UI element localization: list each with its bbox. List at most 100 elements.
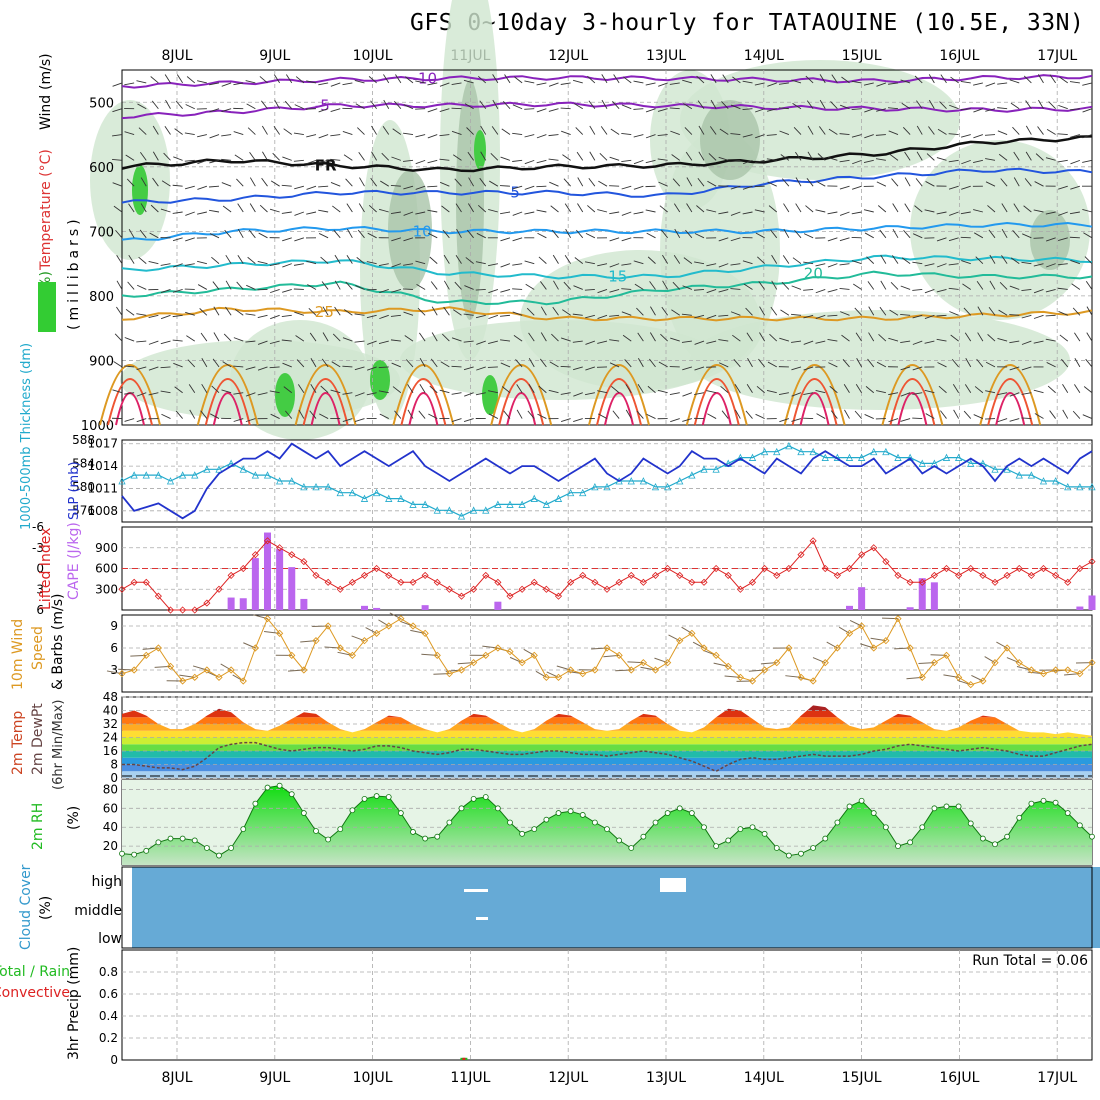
wind-barb bbox=[1071, 283, 1081, 290]
wind-barb bbox=[633, 211, 644, 215]
wind-barb bbox=[576, 151, 584, 161]
cloud-unit-label: (%) bbox=[38, 896, 54, 920]
wind-barb bbox=[451, 392, 462, 395]
wind-speed-point bbox=[651, 666, 660, 674]
wind-barb bbox=[114, 333, 123, 342]
wind-barb bbox=[1045, 338, 1056, 342]
wind-barb bbox=[730, 159, 741, 163]
wind-barb bbox=[719, 128, 729, 135]
li-point bbox=[870, 544, 878, 552]
wind-barb bbox=[673, 255, 681, 264]
wind-barb bbox=[948, 185, 959, 190]
wind-barb bbox=[453, 309, 462, 316]
wind-barb bbox=[285, 74, 293, 84]
wind-barb bbox=[936, 157, 947, 161]
wind-barb bbox=[633, 185, 644, 190]
wind-barb bbox=[427, 108, 438, 113]
wind-barb bbox=[185, 211, 195, 216]
li-point bbox=[1039, 564, 1048, 573]
li-point bbox=[688, 578, 696, 586]
rh-point bbox=[143, 847, 150, 854]
wind-barb bbox=[657, 134, 668, 136]
dewpt-ylabel: 2m DewPt bbox=[30, 703, 46, 775]
wind-barb bbox=[782, 255, 790, 264]
wind-barb bbox=[136, 313, 147, 316]
surface-temp-contour bbox=[498, 378, 545, 426]
wind-barb bbox=[536, 209, 547, 213]
wind-barb bbox=[1070, 134, 1080, 138]
wind-barb bbox=[573, 366, 583, 371]
li-point bbox=[967, 564, 975, 573]
wind-barb bbox=[876, 390, 886, 394]
wind-barb bbox=[1058, 310, 1068, 316]
wind-barb bbox=[136, 392, 147, 397]
wind-barb bbox=[245, 340, 256, 343]
wind-barb bbox=[281, 211, 292, 214]
li-point bbox=[1064, 578, 1072, 586]
wind-barb bbox=[112, 182, 123, 187]
wind-barb bbox=[257, 261, 268, 265]
thickness-point bbox=[773, 447, 781, 456]
wind-barb bbox=[222, 205, 232, 213]
wind-barb bbox=[876, 361, 887, 368]
wind-barb bbox=[173, 263, 183, 268]
surface-temp-contour bbox=[693, 378, 740, 426]
wind-barb bbox=[720, 385, 729, 394]
wind-barb bbox=[489, 180, 499, 187]
wind-barb bbox=[988, 306, 996, 316]
wind-barb bbox=[175, 410, 183, 419]
li-point bbox=[833, 571, 841, 579]
wind-barb bbox=[889, 309, 899, 316]
wind-speed-point bbox=[760, 666, 769, 674]
temp-band bbox=[122, 771, 1092, 778]
wind-barb bbox=[855, 384, 863, 393]
wind-speed-point bbox=[1076, 670, 1084, 678]
wind-barb bbox=[310, 358, 317, 368]
wind-barb bbox=[694, 366, 705, 371]
wind-barb bbox=[840, 104, 850, 110]
li-tick-label: 3 bbox=[36, 582, 44, 596]
wind-barb bbox=[128, 254, 135, 264]
wind-barb bbox=[900, 366, 911, 371]
wind-barb bbox=[1021, 289, 1032, 291]
thickness-point bbox=[906, 453, 914, 461]
wind-barb bbox=[682, 285, 693, 290]
wind-barb bbox=[815, 289, 826, 294]
rh-point bbox=[822, 835, 829, 842]
li-point bbox=[312, 571, 320, 579]
wind-barb bbox=[407, 384, 414, 393]
temp-tick-label: 8 bbox=[110, 758, 118, 772]
minmax-axis-label: (6hr Min/Max) bbox=[51, 700, 66, 790]
wind-speed-point bbox=[227, 666, 235, 674]
rh-shading bbox=[120, 340, 400, 420]
wind-barb bbox=[657, 108, 668, 112]
wind-barb bbox=[1013, 203, 1020, 213]
wind-barb bbox=[867, 358, 875, 368]
wind-barb bbox=[706, 314, 717, 320]
wind-barb bbox=[164, 125, 171, 135]
rh-point bbox=[567, 808, 574, 815]
wind-barb bbox=[900, 340, 911, 344]
precip-tick-label: 0.6 bbox=[99, 987, 118, 1001]
wind-barb bbox=[609, 314, 620, 317]
wind-barb bbox=[500, 362, 511, 368]
li-point bbox=[979, 571, 987, 579]
wind-barb bbox=[718, 289, 729, 293]
wind-barb bbox=[851, 211, 862, 215]
wind-barb bbox=[441, 333, 450, 342]
wind-barb bbox=[245, 392, 256, 397]
wind-barb bbox=[455, 255, 462, 264]
wind-barb bbox=[310, 383, 317, 393]
rh-point bbox=[337, 826, 344, 833]
wind-barb bbox=[698, 151, 705, 161]
wind-barb bbox=[623, 76, 632, 84]
wind-barb bbox=[161, 180, 171, 187]
wind-barb bbox=[759, 306, 766, 316]
li-point bbox=[845, 564, 854, 573]
wind-barb bbox=[560, 337, 571, 342]
wind-barb bbox=[245, 366, 256, 371]
wind-barb bbox=[854, 410, 862, 419]
wind-barb bbox=[973, 209, 983, 213]
wind-barb bbox=[1070, 159, 1081, 165]
wind-speed-point bbox=[579, 670, 587, 678]
